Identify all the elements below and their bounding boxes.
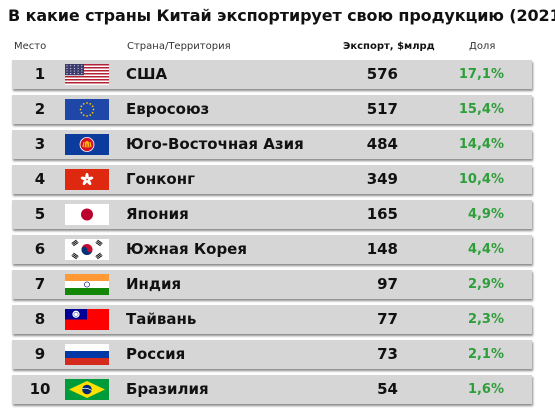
table-row: 6 Южная Корея 148 4,4%	[12, 235, 532, 264]
exports-cell: 77	[377, 310, 398, 328]
exports-cell: 517	[366, 100, 398, 118]
share-cell: 2,9%	[467, 277, 504, 292]
rank-cell: 9	[34, 345, 46, 363]
rank-cell: 2	[34, 100, 46, 118]
header-share: Доля	[469, 41, 496, 52]
rank-cell: 3	[34, 135, 46, 153]
india-flag-icon	[65, 274, 109, 295]
country-cell: Бразилия	[126, 380, 209, 398]
header-rank: Место	[14, 41, 47, 52]
country-cell: Гонконг	[126, 170, 195, 188]
share-cell: 15,4%	[458, 102, 504, 117]
rank-cell: 5	[34, 205, 46, 223]
exports-cell: 73	[377, 345, 398, 363]
country-cell: Индия	[126, 275, 182, 293]
rank-cell: 7	[34, 275, 46, 293]
table-row: 8 Тайвань 77 2,3%	[12, 305, 532, 334]
country-cell: Тайвань	[126, 310, 197, 328]
share-cell: 2,3%	[467, 312, 504, 327]
country-cell: Япония	[126, 205, 189, 223]
header-country: Страна/Территория	[127, 41, 231, 52]
share-cell: 10,4%	[458, 172, 504, 187]
exports-cell: 165	[366, 205, 398, 223]
taiwan-flag-icon	[65, 309, 109, 330]
rank-cell: 8	[34, 310, 46, 328]
brazil-flag-icon	[65, 379, 109, 400]
header-exports: Экспорт, $млрд	[343, 41, 435, 52]
chart-title: В какие страны Китай экспортирует свою п…	[8, 6, 555, 25]
share-cell: 4,4%	[467, 242, 504, 257]
table-row: 9 Россия 73 2,1%	[12, 340, 532, 369]
rank-cell: 6	[34, 240, 46, 258]
table-row: 7 Индия 97 2,9%	[12, 270, 532, 299]
country-cell: Южная Корея	[126, 240, 247, 258]
exports-cell: 54	[377, 380, 398, 398]
exports-cell: 97	[377, 275, 398, 293]
country-cell: Евросоюз	[126, 100, 210, 118]
share-cell: 1,6%	[467, 382, 504, 397]
share-cell: 17,1%	[458, 67, 504, 82]
country-cell: Россия	[126, 345, 186, 363]
rank-cell: 1	[34, 65, 46, 83]
share-cell: 2,1%	[467, 347, 504, 362]
south-korea-flag-icon	[65, 239, 109, 260]
rank-cell: 10	[29, 380, 51, 398]
table-row: 3 Юго-Восточная Азия 484 14,4%	[12, 130, 532, 159]
country-cell: Юго-Восточная Азия	[126, 135, 304, 153]
exports-cell: 148	[366, 240, 398, 258]
usa-flag-icon	[65, 64, 109, 85]
exports-cell: 576	[366, 65, 398, 83]
table-row: 2 Евросоюз 517 15,4%	[12, 95, 532, 124]
country-cell: США	[126, 65, 168, 83]
table-row: 5 Япония 165 4,9%	[12, 200, 532, 229]
exports-cell: 349	[366, 170, 398, 188]
exports-cell: 484	[366, 135, 398, 153]
rank-cell: 4	[34, 170, 46, 188]
japan-flag-icon	[65, 204, 109, 225]
table-row: 4 Гонконг 349 10,4%	[12, 165, 532, 194]
share-cell: 4,9%	[467, 207, 504, 222]
table-row: 10 Бразилия 54 1,6%	[12, 375, 532, 404]
share-cell: 14,4%	[458, 137, 504, 152]
eu-flag-icon	[65, 99, 109, 120]
table-row: 1 США 576 17,1%	[12, 60, 532, 89]
asean-flag-icon	[65, 134, 109, 155]
russia-flag-icon	[65, 344, 109, 365]
hong-kong-flag-icon	[65, 169, 109, 190]
